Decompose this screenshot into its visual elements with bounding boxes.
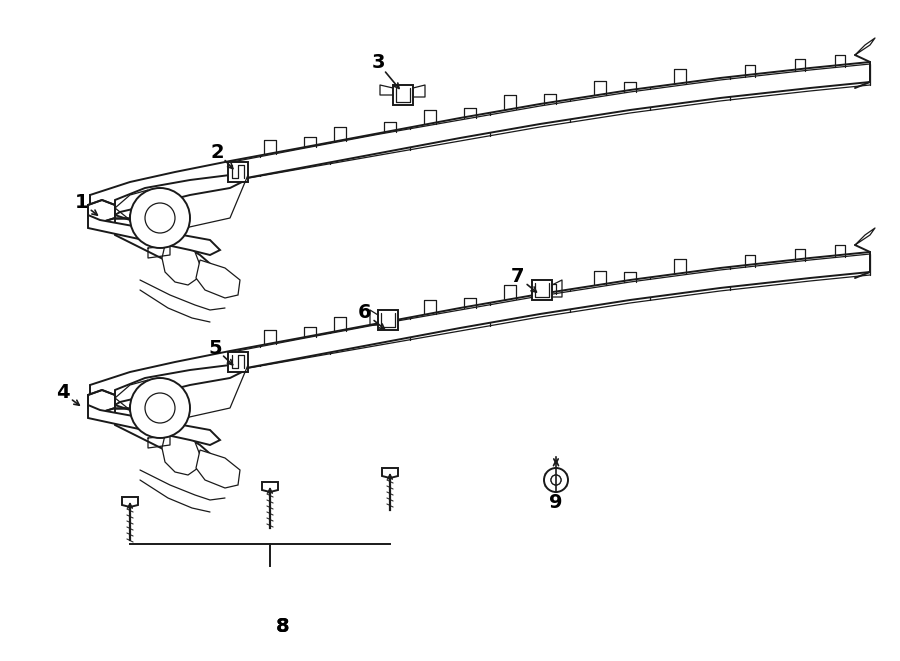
Polygon shape (393, 85, 413, 105)
Circle shape (145, 393, 175, 423)
Text: 7: 7 (511, 268, 525, 286)
Polygon shape (115, 405, 215, 470)
Circle shape (130, 378, 190, 438)
Polygon shape (115, 170, 242, 215)
Polygon shape (122, 497, 138, 507)
Circle shape (551, 475, 561, 485)
Polygon shape (545, 468, 566, 492)
Text: 8: 8 (276, 617, 290, 637)
Polygon shape (88, 390, 115, 412)
Circle shape (544, 468, 568, 492)
Polygon shape (262, 482, 278, 492)
Text: 5: 5 (208, 338, 221, 358)
Text: 8: 8 (276, 617, 290, 637)
Polygon shape (88, 405, 220, 445)
Text: 4: 4 (56, 383, 70, 403)
Polygon shape (162, 240, 200, 285)
Polygon shape (162, 430, 200, 475)
Text: 6: 6 (358, 303, 372, 323)
Polygon shape (88, 200, 115, 222)
Polygon shape (88, 215, 220, 255)
Text: 3: 3 (371, 54, 385, 73)
Circle shape (130, 188, 190, 248)
Polygon shape (382, 468, 398, 478)
Text: 1: 1 (76, 194, 89, 212)
Circle shape (145, 203, 175, 233)
Polygon shape (378, 310, 398, 330)
Text: 2: 2 (211, 143, 224, 161)
Polygon shape (228, 162, 248, 182)
Polygon shape (532, 280, 552, 300)
Circle shape (551, 475, 561, 485)
Text: 9: 9 (549, 494, 562, 512)
Polygon shape (196, 260, 240, 298)
Polygon shape (196, 450, 240, 488)
Polygon shape (228, 352, 248, 372)
Polygon shape (115, 360, 242, 405)
Polygon shape (115, 215, 215, 280)
